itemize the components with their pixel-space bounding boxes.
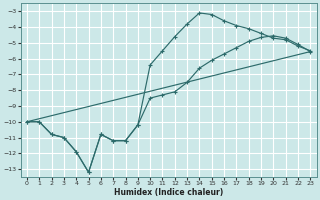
X-axis label: Humidex (Indice chaleur): Humidex (Indice chaleur) <box>114 188 223 197</box>
